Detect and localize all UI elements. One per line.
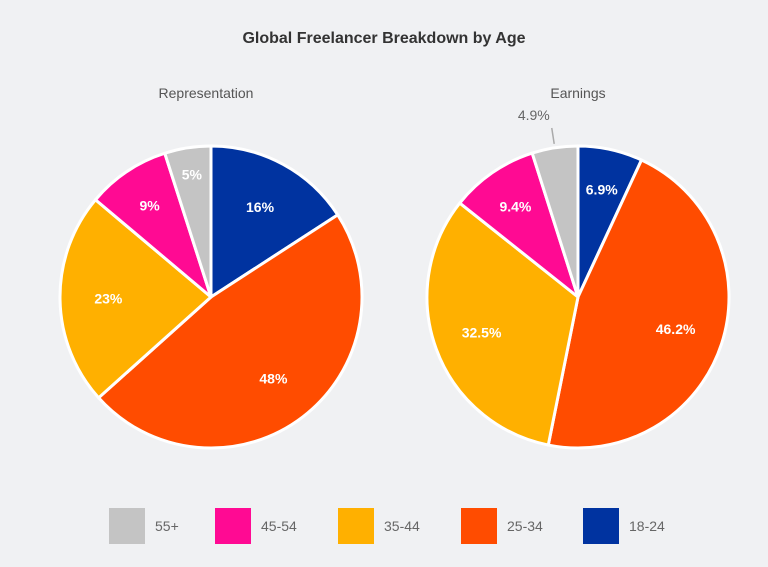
data-label-representation-55-plus: 5%	[182, 167, 203, 183]
data-label-representation-25-34: 48%	[259, 371, 288, 387]
legend-swatch-35-44	[338, 508, 374, 544]
data-label-earnings-18-24: 6.9%	[586, 181, 618, 197]
pie-slice-representation-25-34	[97, 213, 364, 450]
pie-earnings: 6.9% 46.2% 32.5% 9.4% 4.9%	[425, 107, 731, 450]
pie-slice-representation-55-plus	[163, 144, 213, 299]
legend-swatch-45-54	[215, 508, 251, 544]
legend-label-45-54: 45-54	[261, 518, 297, 534]
legend-swatch-25-34	[461, 508, 497, 544]
pie-slice-earnings-55-plus	[530, 144, 580, 299]
data-label-representation-35-44: 23%	[94, 291, 123, 307]
legend: 55+ 45-54 35-44 25-34 18-24	[0, 508, 768, 548]
label-leader-earnings-55-plus	[551, 127, 555, 144]
legend-swatch-18-24	[583, 508, 619, 544]
legend-swatch-55-plus	[109, 508, 145, 544]
legend-label-25-34: 25-34	[507, 518, 543, 534]
legend-label-18-24: 18-24	[629, 518, 665, 534]
legend-label-35-44: 35-44	[384, 518, 420, 534]
pie-subtitle-representation: Representation	[158, 85, 254, 101]
data-label-representation-18-24: 16%	[246, 199, 275, 215]
pie-slice-representation-45-54	[93, 151, 213, 299]
pie-representation: 16% 48% 23% 9% 5%	[58, 144, 364, 450]
chart-title: Global Freelancer Breakdown by Age	[242, 30, 526, 47]
pie-slice-earnings-45-54	[458, 151, 580, 299]
data-label-earnings-35-44: 32.5%	[462, 324, 502, 340]
pie-slice-earnings-25-34	[546, 158, 731, 450]
pie-slice-representation-35-44	[58, 198, 213, 400]
pie-subtitle-earnings: Earnings	[550, 85, 606, 101]
data-label-earnings-55-plus: 4.9%	[518, 107, 550, 123]
data-label-earnings-25-34: 46.2%	[656, 321, 696, 337]
data-label-representation-45-54: 9%	[139, 197, 160, 213]
legend-label-55-plus: 55+	[155, 518, 179, 534]
pie-slice-earnings-35-44	[425, 201, 580, 447]
data-label-earnings-45-54: 9.4%	[499, 198, 531, 214]
pie-slice-representation-18-24	[209, 144, 340, 299]
